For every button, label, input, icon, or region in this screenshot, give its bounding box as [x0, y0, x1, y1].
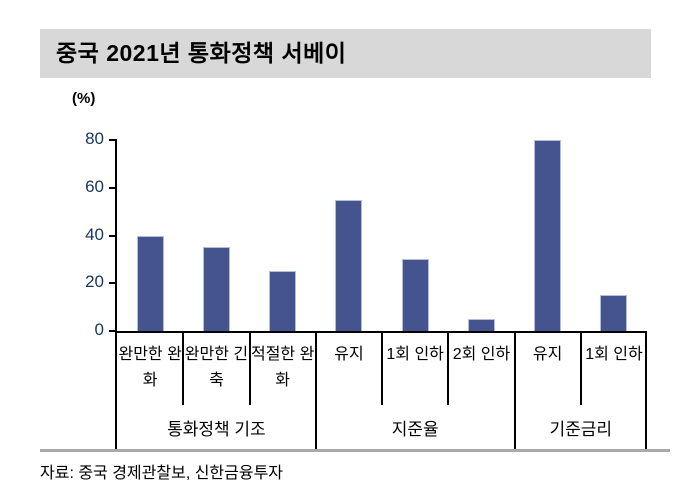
group-divider [314, 333, 317, 449]
y-tick-mark [109, 330, 115, 332]
bar [534, 140, 562, 331]
category-label: 1회 인하 [585, 346, 643, 363]
category-label: 완만한 긴축 [184, 346, 249, 389]
bar [269, 271, 297, 331]
y-axis-unit-label: (%) [72, 90, 96, 107]
group-divider [513, 333, 516, 449]
category-divider [447, 333, 450, 405]
category-divider [248, 333, 251, 405]
table-right-edge [645, 333, 647, 449]
category-label: 유지 [334, 346, 364, 363]
y-tick-label: 0 [94, 320, 104, 339]
category-label: 적절한 완화 [250, 346, 315, 389]
category-divider [579, 333, 582, 405]
category-label: 1회 인하 [386, 346, 444, 363]
chart-title-band: 중국 2021년 통화정책 서베이 [40, 29, 651, 78]
group-label: 통화정책 기조 [167, 419, 266, 439]
bar [202, 247, 230, 331]
category-label: 완만한 완화 [118, 346, 182, 389]
category-divider [381, 333, 383, 405]
chart-title: 중국 2021년 통화정책 서베이 [56, 40, 347, 66]
category-divider [182, 333, 185, 405]
y-axis-line [115, 139, 117, 450]
y-tick-label: 80 [85, 129, 104, 148]
bar [600, 295, 628, 331]
source-note: 자료: 중국 경제관찰보, 신한금융투자 [40, 465, 284, 482]
y-tick-label: 20 [85, 272, 104, 292]
y-tick-mark [109, 139, 115, 141]
y-tick-mark [109, 186, 115, 189]
y-tick-label: 60 [85, 176, 104, 196]
bar [467, 319, 495, 331]
group-label: 기준금리 [549, 419, 613, 439]
y-tick-mark [109, 282, 115, 285]
source-separator-line [40, 449, 670, 452]
bar [335, 199, 363, 331]
y-tick-mark [109, 234, 115, 237]
x-axis-line [115, 331, 647, 333]
y-tick-label: 40 [85, 224, 104, 244]
category-label: 유지 [532, 346, 563, 363]
bar [136, 235, 164, 331]
category-label: 2회 인하 [452, 346, 511, 363]
group-label: 지준율 [391, 419, 439, 439]
bar [401, 259, 429, 331]
plot-area [117, 140, 647, 331]
